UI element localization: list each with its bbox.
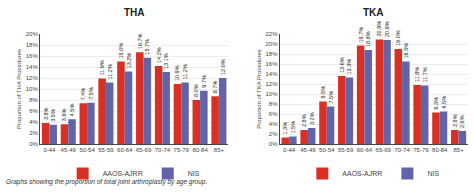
svg-text:1.5%: 1.5% — [290, 121, 296, 134]
svg-text:22%: 22% — [265, 31, 278, 37]
svg-text:13.2%: 13.2% — [126, 53, 132, 69]
svg-text:12%: 12% — [265, 81, 278, 87]
svg-text:6.3%: 6.3% — [433, 97, 439, 110]
svg-text:8%: 8% — [269, 101, 278, 107]
svg-text:19.0%: 19.0% — [395, 30, 401, 46]
svg-text:2%: 2% — [29, 130, 38, 136]
svg-text:AAOS-AJRR: AAOS-AJRR — [342, 170, 382, 177]
svg-text:Graphs showing the proportion: Graphs showing the proportion of total j… — [6, 178, 207, 186]
svg-text:2.8%: 2.8% — [301, 114, 307, 127]
svg-text:11.2%: 11.2% — [182, 64, 188, 79]
svg-text:0-44: 0-44 — [283, 147, 296, 153]
svg-text:85+: 85+ — [214, 147, 225, 153]
svg-text:14%: 14% — [265, 71, 278, 77]
svg-text:10%: 10% — [26, 86, 39, 92]
svg-text:8.7%: 8.7% — [212, 81, 218, 94]
svg-text:2.6%: 2.6% — [459, 115, 465, 128]
svg-text:4.5%: 4.5% — [69, 104, 75, 117]
svg-text:20.8%: 20.8% — [384, 21, 390, 37]
svg-text:14.2%: 14.2% — [156, 47, 162, 63]
svg-text:15.0%: 15.0% — [118, 43, 124, 59]
svg-text:3.5%: 3.5% — [50, 109, 56, 122]
svg-text:15.7%: 15.7% — [144, 39, 150, 55]
svg-text:8.5%: 8.5% — [320, 86, 326, 99]
svg-text:8%: 8% — [29, 97, 38, 103]
svg-text:12.0%: 12.0% — [220, 59, 226, 75]
svg-text:55-59: 55-59 — [98, 147, 114, 153]
svg-text:4%: 4% — [269, 121, 278, 127]
svg-text:7.4%: 7.4% — [80, 88, 86, 101]
svg-text:Proportion of TKA Procedures: Proportion of TKA Procedures — [256, 49, 262, 129]
svg-text:65-69: 65-69 — [376, 147, 392, 153]
svg-text:NIS: NIS — [427, 170, 439, 177]
svg-text:65-69: 65-69 — [136, 147, 152, 153]
svg-text:45-49: 45-49 — [61, 147, 77, 153]
svg-text:11.9%: 11.9% — [99, 60, 105, 75]
svg-text:16%: 16% — [26, 53, 39, 59]
svg-text:60-64: 60-64 — [357, 147, 373, 153]
svg-text:8.0%: 8.0% — [193, 84, 199, 97]
svg-text:18%: 18% — [265, 51, 278, 57]
svg-text:9.7%: 9.7% — [201, 75, 207, 88]
svg-text:0-44: 0-44 — [43, 147, 56, 153]
svg-text:75-79: 75-79 — [413, 147, 429, 153]
svg-text:4%: 4% — [29, 119, 38, 125]
svg-text:19.7%: 19.7% — [358, 27, 364, 43]
svg-text:0%: 0% — [29, 141, 38, 147]
svg-text:14%: 14% — [26, 64, 39, 70]
svg-text:1.3%: 1.3% — [282, 122, 288, 135]
svg-text:70-74: 70-74 — [394, 147, 410, 153]
svg-text:7.5%: 7.5% — [88, 87, 94, 100]
svg-text:16.5%: 16.5% — [403, 43, 409, 59]
svg-text:13.3%: 13.3% — [346, 59, 352, 75]
svg-text:85+: 85+ — [453, 147, 464, 153]
svg-text:50-54: 50-54 — [319, 147, 335, 153]
svg-text:7.5%: 7.5% — [328, 91, 334, 104]
svg-text:13.1%: 13.1% — [163, 53, 169, 69]
svg-text:10%: 10% — [265, 91, 278, 97]
svg-text:3.8%: 3.8% — [43, 107, 49, 120]
svg-text:20%: 20% — [26, 31, 39, 37]
svg-text:11.2%: 11.2% — [107, 64, 113, 79]
svg-text:70-74: 70-74 — [155, 147, 171, 153]
svg-text:18.8%: 18.8% — [365, 31, 371, 47]
svg-text:6.5%: 6.5% — [441, 96, 447, 109]
svg-text:20.9%: 20.9% — [376, 21, 382, 37]
svg-text:10.9%: 10.9% — [174, 65, 180, 81]
svg-text:AAOS-AJRR: AAOS-AJRR — [103, 170, 143, 177]
svg-text:0%: 0% — [269, 141, 278, 147]
svg-text:50-54: 50-54 — [79, 147, 95, 153]
svg-text:55-59: 55-59 — [338, 147, 354, 153]
svg-text:2.8%: 2.8% — [452, 114, 458, 127]
svg-text:75-79: 75-79 — [174, 147, 190, 153]
svg-text:45-49: 45-49 — [300, 147, 316, 153]
svg-text:6%: 6% — [269, 111, 278, 117]
svg-text:Proportion of THA Procedures: Proportion of THA Procedures — [16, 49, 22, 129]
svg-text:3.2%: 3.2% — [309, 112, 315, 125]
svg-text:80-84: 80-84 — [432, 147, 448, 153]
svg-text:16%: 16% — [265, 61, 278, 67]
svg-text:TKA: TKA — [363, 7, 384, 18]
svg-text:60-64: 60-64 — [117, 147, 133, 153]
svg-text:11.7%: 11.7% — [422, 67, 428, 82]
svg-text:6%: 6% — [29, 108, 38, 114]
svg-text:2%: 2% — [269, 131, 278, 137]
svg-text:20%: 20% — [265, 41, 278, 47]
svg-text:80-84: 80-84 — [192, 147, 208, 153]
svg-text:13.6%: 13.6% — [339, 57, 345, 73]
svg-text:18%: 18% — [26, 42, 39, 48]
svg-text:16.7%: 16.7% — [137, 33, 143, 49]
svg-text:11.8%: 11.8% — [414, 67, 420, 82]
svg-text:3.6%: 3.6% — [61, 109, 67, 122]
svg-text:THA: THA — [124, 7, 145, 18]
svg-text:12%: 12% — [26, 75, 39, 81]
svg-text:NIS: NIS — [188, 170, 200, 177]
